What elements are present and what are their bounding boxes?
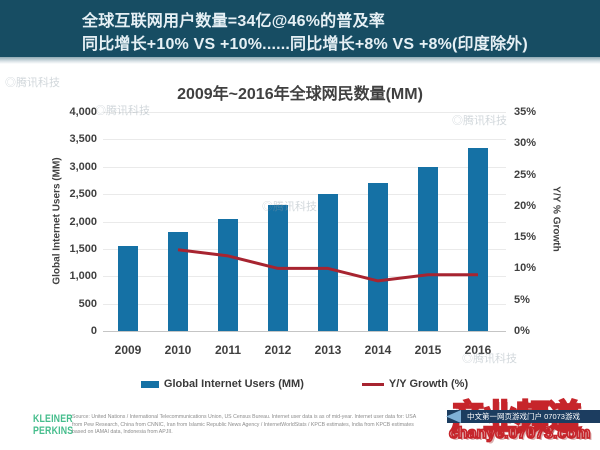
ghost-watermark: ◎腾讯科技 — [262, 201, 317, 213]
legend-item-users: Global Internet Users (MM) — [140, 378, 304, 390]
left-tick-3000: 3,000 — [69, 160, 97, 173]
x-tick-2009: 2009 — [114, 343, 142, 357]
banner-subline: 同比增长+10% VS +10%......同比增长+8% VS +8%(印度除… — [82, 36, 528, 53]
x-tick-2013: 2013 — [314, 343, 342, 357]
bar-legend-swatch — [140, 380, 159, 388]
ghost-watermark: ◎腾讯科技 — [5, 77, 60, 89]
x-axis-line — [103, 331, 506, 332]
x-tick-2016: 2016 — [464, 343, 492, 357]
gridline-1500 — [103, 248, 506, 250]
right-tick-20: 20% — [514, 199, 537, 212]
bar-2009 — [118, 246, 138, 331]
x-tick-2015: 2015 — [414, 343, 442, 357]
right-tick-15: 15% — [514, 231, 537, 244]
left-tick-2000: 2,000 — [69, 215, 97, 228]
gridline-2500 — [103, 194, 506, 196]
source-note: Source: United Nations / International T… — [72, 414, 416, 436]
gridline-3000 — [103, 166, 506, 168]
gridline-2000 — [103, 221, 506, 223]
chart-title: 2009年~2016年全球网民数量(MM) — [177, 86, 423, 103]
bar-2015 — [418, 166, 438, 331]
x-tick-2011: 2011 — [214, 343, 242, 357]
right-tick-10: 10% — [514, 262, 537, 275]
bar-legend-label: Global Internet Users (MM) — [163, 378, 304, 390]
banner-divider — [0, 57, 600, 64]
growth-line — [177, 248, 478, 283]
watermark-ribbon-text: 中文第一网页游戏门户 07073游戏 — [467, 412, 580, 421]
left-tick-500: 500 — [78, 297, 97, 310]
left-tick-3500: 3,500 — [69, 133, 97, 146]
plot-area — [103, 112, 506, 332]
right-axis-title: Y/Y % Growth — [550, 186, 562, 252]
ribbon-triangle-icon — [446, 410, 461, 423]
line-legend-label: Y/Y Growth (%) — [388, 378, 469, 390]
banner-headline: 全球互联网用户数量=34亿@46%的普及率 — [82, 13, 385, 30]
x-tick-2012: 2012 — [264, 343, 292, 357]
legend: Global Internet Users (MM) Y/Y Growth (%… — [103, 378, 506, 390]
bar-2010 — [168, 232, 188, 331]
gridline-3500 — [103, 139, 506, 141]
gridline-1000 — [103, 276, 506, 278]
right-tick-25: 25% — [514, 168, 537, 181]
ghost-watermark: ◎腾讯科技 — [95, 105, 150, 117]
x-tick-2014: 2014 — [364, 343, 392, 357]
right-tick-35: 35% — [514, 106, 537, 118]
bar-2014 — [368, 183, 388, 331]
right-tick-30: 30% — [514, 137, 537, 150]
left-tick-0: 0 — [90, 325, 97, 337]
legend-item-growth: Y/Y Growth (%) — [361, 378, 469, 390]
gridline-500 — [103, 303, 506, 305]
left-tick-1500: 1,500 — [69, 242, 97, 255]
right-tick-0: 0% — [514, 325, 530, 337]
bar-2013 — [318, 194, 338, 331]
logo-line-2: PERKINS — [33, 425, 74, 437]
line-legend-swatch — [361, 382, 384, 386]
kleiner-perkins-logo: KLEINER PERKINS — [33, 413, 73, 437]
gridline-4000 — [103, 112, 506, 113]
banner: 全球互联网用户数量=34亿@46%的普及率 同比增长+10% VS +10%..… — [0, 0, 600, 57]
watermark-url: chanye.07073.com — [448, 424, 591, 443]
watermark-ribbon: 中文第一网页游戏门户 07073游戏 — [446, 410, 600, 423]
logo-line-1: KLEINER — [33, 413, 73, 425]
bar-2011 — [218, 218, 238, 331]
bar-2016 — [468, 147, 488, 331]
left-tick-2500: 2,500 — [69, 188, 97, 201]
left-tick-4000: 4,000 — [69, 106, 97, 118]
growth-line-layer — [177, 248, 478, 283]
x-tick-2010: 2010 — [164, 343, 192, 357]
ghost-watermark: ◎腾讯科技 — [462, 353, 517, 365]
left-tick-1000: 1,000 — [69, 270, 97, 283]
ghost-watermark: ◎腾讯科技 — [452, 115, 507, 127]
site-watermark: 产业频道 中文第一网页游戏门户 07073游戏 chanye.07073.com — [446, 392, 600, 450]
right-tick-5: 5% — [514, 293, 530, 306]
